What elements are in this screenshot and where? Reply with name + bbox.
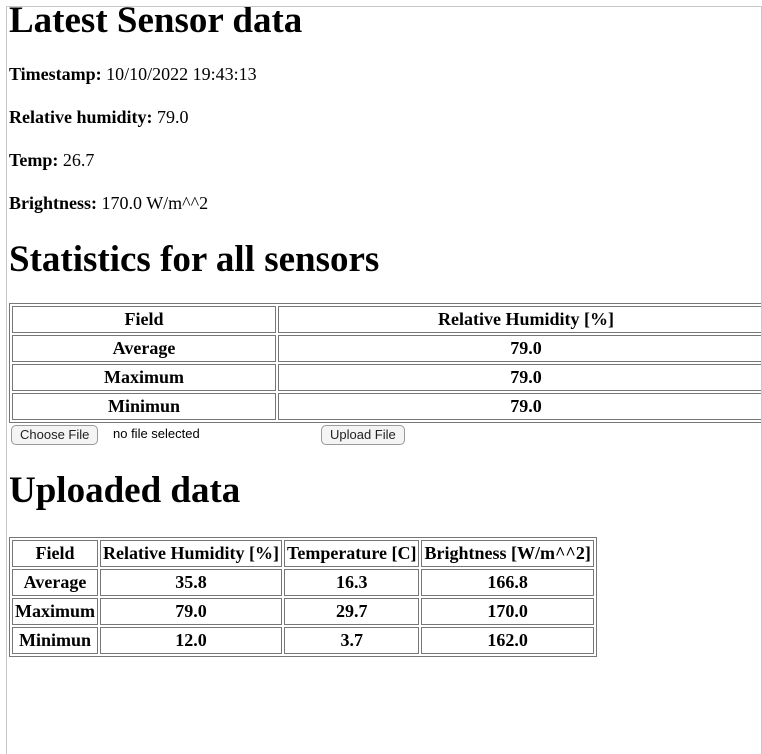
uploaded-data-heading: Uploaded data <box>9 470 241 511</box>
row-humidity: 35.8 <box>100 569 282 596</box>
timestamp-label: Timestamp: <box>9 64 102 84</box>
uploaded-col-brightness: Brightness [W/m^^2] <box>421 540 594 567</box>
upload-file-button[interactable]: Upload File <box>321 425 405 445</box>
row-field: Maximum <box>12 364 276 391</box>
row-temperature: 3.7 <box>283 627 420 654</box>
brightness-line: Brightness: 170.0 W/m^^2 <box>9 192 761 214</box>
timestamp-value: 10/10/2022 19:43:13 <box>106 64 257 84</box>
table-row: Minimun 12.0 3.7 162.0 <box>12 627 594 654</box>
temp-label: Temp: <box>9 150 59 170</box>
row-humidity: 79.0 <box>100 598 282 625</box>
timestamp-line: Timestamp: 10/10/2022 19:43:13 <box>9 63 761 85</box>
row-temperature: 29.7 <box>283 598 420 625</box>
row-brightness: 162.0 <box>421 627 594 654</box>
latest-sensor-heading: Latest Sensor data <box>9 6 303 41</box>
table-row: Average 79.0 <box>12 335 761 362</box>
row-brightness: 166.8 <box>421 569 594 596</box>
humidity-line: Relative humidity: 79.0 <box>9 106 761 128</box>
row-field: Average <box>12 335 276 362</box>
brightness-value: 170.0 W/m^^2 <box>101 193 209 213</box>
temp-line: Temp: 26.7 <box>9 149 761 171</box>
row-value: 79.0 <box>278 393 761 420</box>
row-temperature: 16.3 <box>283 569 420 596</box>
row-value: 79.0 <box>278 364 761 391</box>
upload-form: Choose File no file selected Upload File <box>9 423 761 449</box>
table-row: Maximum 79.0 29.7 170.0 <box>12 598 594 625</box>
statistics-header-row: Field Relative Humidity [%] <box>12 306 761 333</box>
uploaded-data-table: Field Relative Humidity [%] Temperature … <box>9 537 597 657</box>
uploaded-col-field: Field <box>12 540 98 567</box>
temp-value: 26.7 <box>62 150 95 170</box>
row-field: Average <box>12 569 98 596</box>
row-field: Minimun <box>12 627 98 654</box>
table-row: Minimun 79.0 <box>12 393 761 420</box>
file-status-text: no file selected <box>113 426 200 441</box>
statistics-table: Field Relative Humidity [%] Average 79.0… <box>9 303 761 423</box>
statistics-heading: Statistics for all sensors <box>9 239 380 280</box>
humidity-label: Relative humidity: <box>9 107 153 127</box>
browser-viewport: Latest Sensor data Timestamp: 10/10/2022… <box>6 6 762 754</box>
humidity-value: 79.0 <box>157 107 189 127</box>
statistics-col-humidity: Relative Humidity [%] <box>278 306 761 333</box>
row-value: 79.0 <box>278 335 761 362</box>
statistics-col-field: Field <box>12 306 276 333</box>
row-humidity: 12.0 <box>100 627 282 654</box>
page-content: Latest Sensor data Timestamp: 10/10/2022… <box>9 6 761 657</box>
row-field: Maximum <box>12 598 98 625</box>
row-brightness: 170.0 <box>421 598 594 625</box>
uploaded-col-humidity: Relative Humidity [%] <box>100 540 282 567</box>
uploaded-col-temperature: Temperature [C] <box>283 540 420 567</box>
brightness-label: Brightness: <box>9 193 98 213</box>
table-row: Average 35.8 16.3 166.8 <box>12 569 594 596</box>
table-row: Maximum 79.0 <box>12 364 761 391</box>
choose-file-button[interactable]: Choose File <box>11 425 99 445</box>
uploaded-header-row: Field Relative Humidity [%] Temperature … <box>12 540 594 567</box>
row-field: Minimun <box>12 393 276 420</box>
